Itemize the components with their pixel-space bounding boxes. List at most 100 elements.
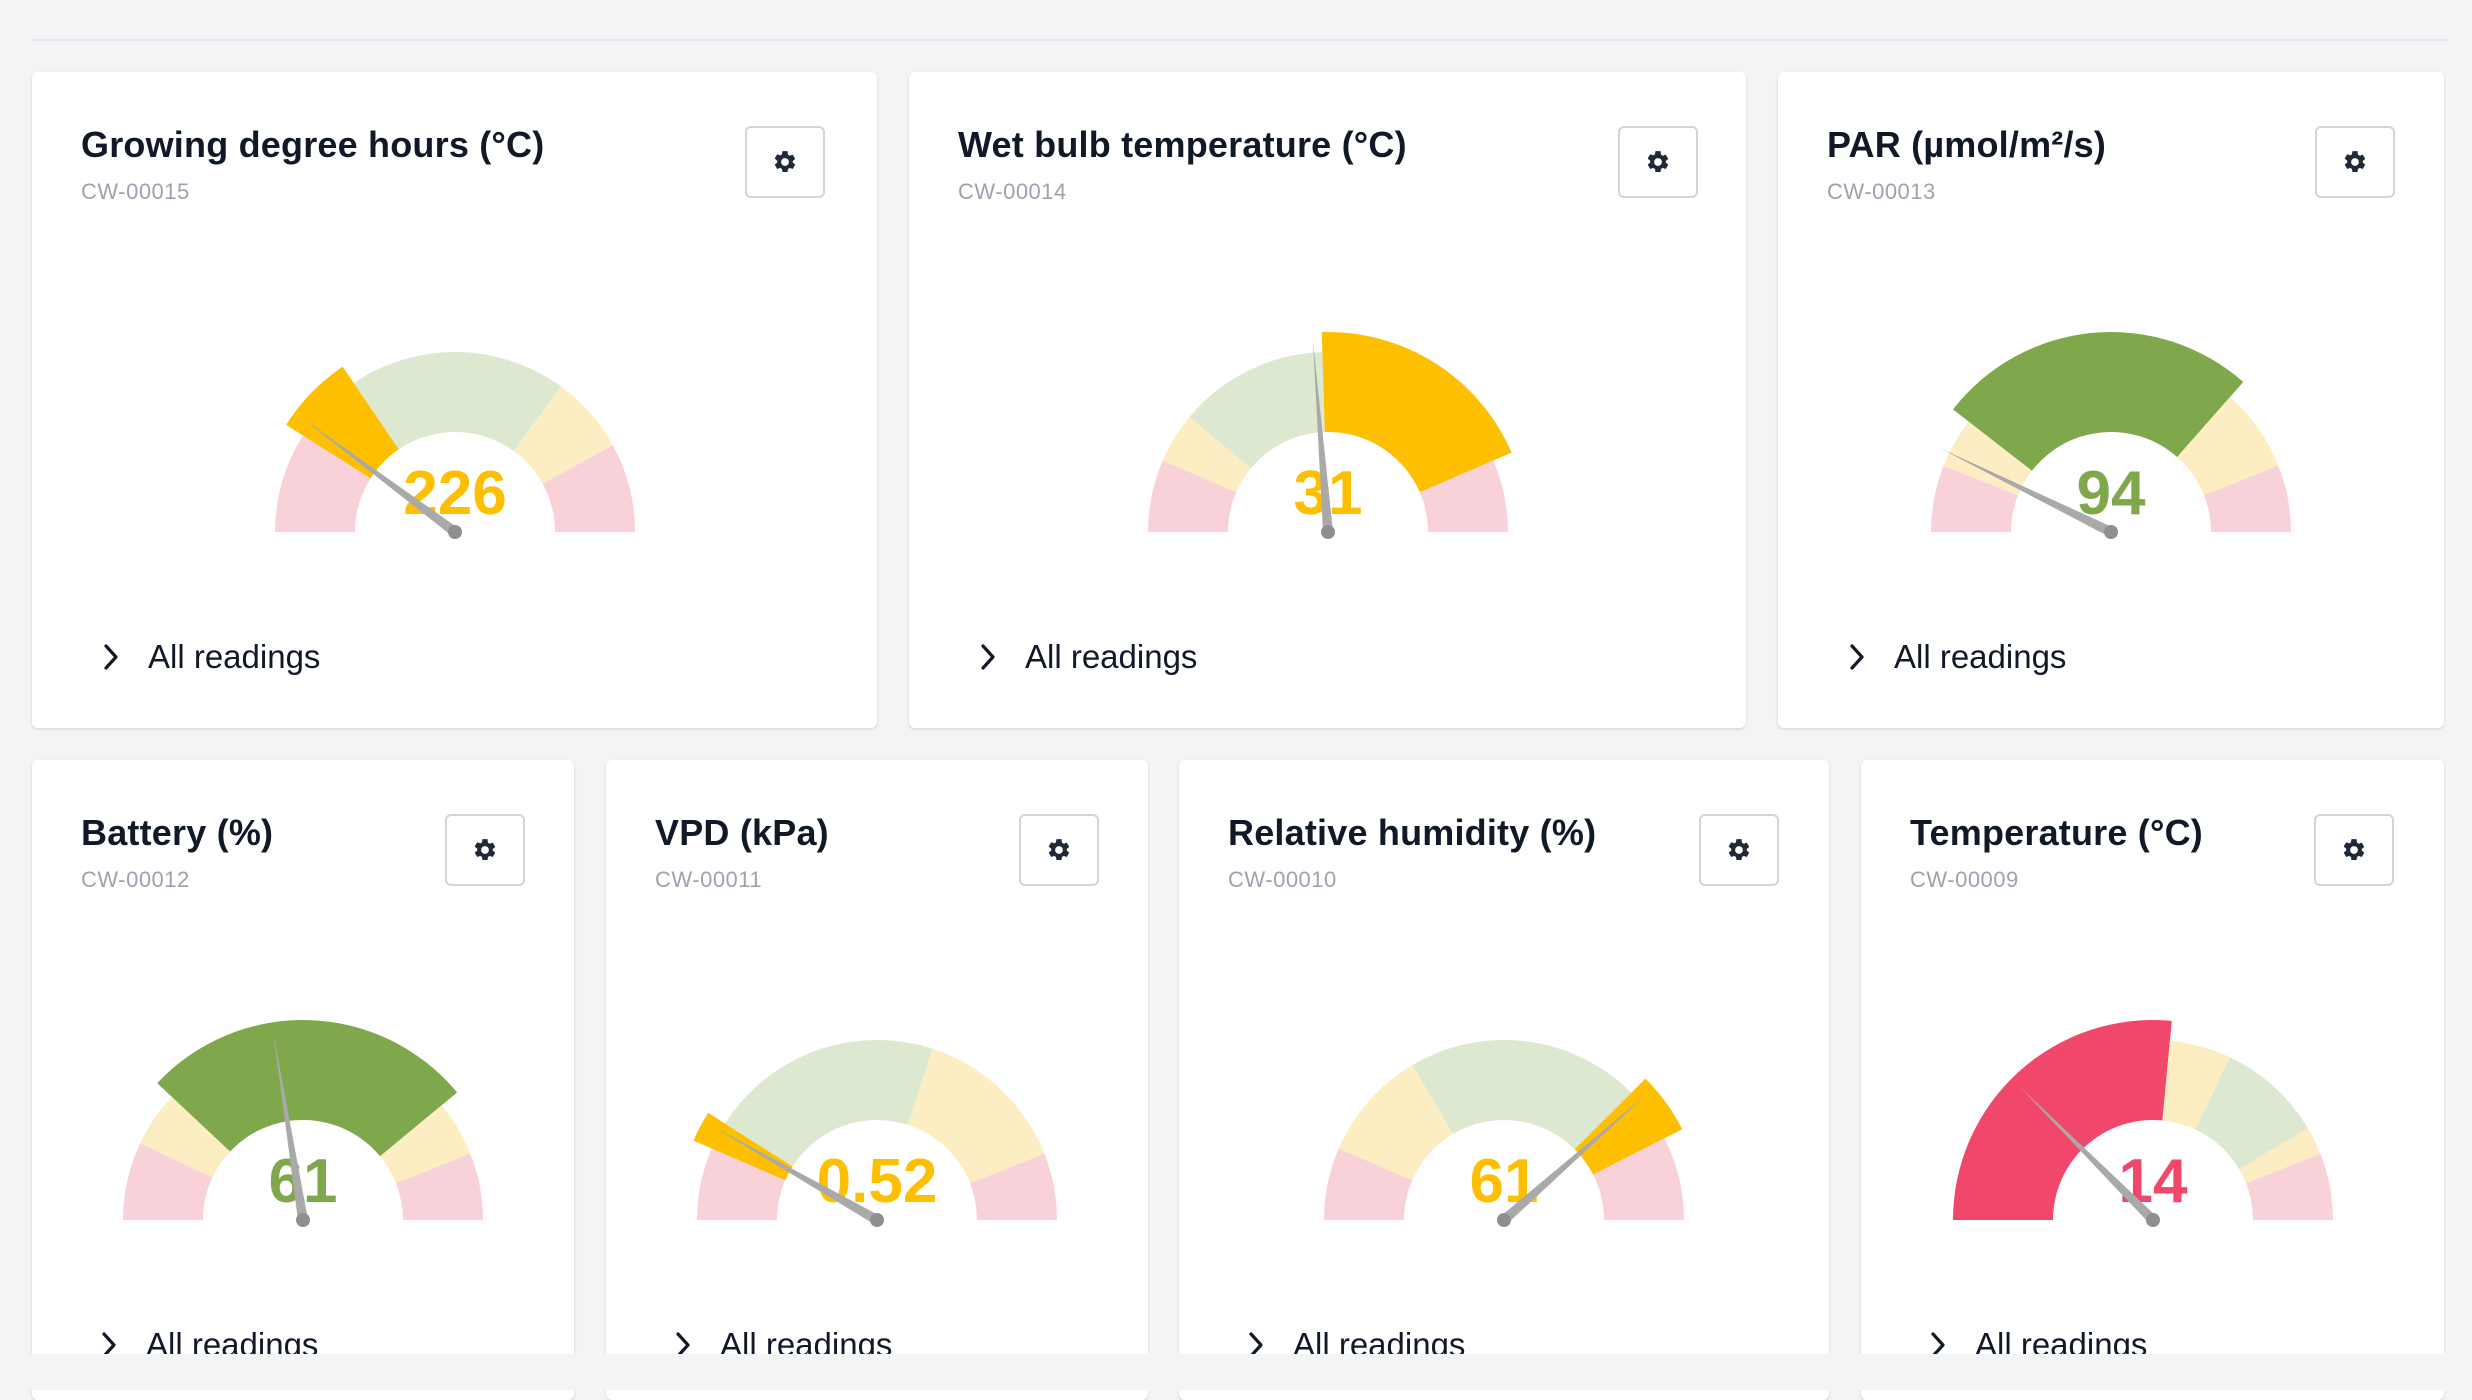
gauge-segment (725, 1040, 933, 1167)
card-title: Wet bulb temperature (°C) (958, 124, 1407, 165)
settings-button[interactable] (2314, 814, 2394, 886)
gauge-segment (697, 1148, 786, 1220)
card-title: Battery (%) (81, 812, 274, 853)
gauge-segment (1338, 1065, 1454, 1181)
card-title: Relative humidity (%) (1228, 812, 1597, 853)
gauge-chart: 14 (1952, 1020, 2333, 1227)
gear-icon (2343, 839, 2365, 861)
gauge-value: 14 (2118, 1147, 2187, 1216)
device-id: CW-00014 (958, 179, 1067, 204)
gauge-chart: 61 (123, 1020, 483, 1227)
gauge-card: Wet bulb temperature (°C) CW-00014 31 All r… (909, 72, 1746, 728)
top-divider (32, 39, 2448, 41)
chevron-right-icon (977, 642, 999, 672)
gauge-segment (1943, 421, 2032, 496)
gauge-segment (969, 1153, 1057, 1220)
gauge-segment (1162, 417, 1251, 493)
settings-button[interactable] (1699, 814, 1779, 886)
settings-button[interactable] (1618, 126, 1698, 198)
gauge-segment (353, 352, 561, 452)
gauge-segment (693, 1112, 793, 1181)
chevron-right-icon (672, 1330, 694, 1360)
card-title: Temperature (°C) (1910, 812, 2203, 853)
gauge-needle-hub (870, 1213, 884, 1227)
gauge-card: Battery (%) CW-00012 61 All readings (32, 760, 574, 1400)
gauge-needle (711, 1125, 880, 1225)
gauge-segment (2203, 465, 2291, 532)
gauge-segment (380, 1105, 471, 1184)
gauge-segment (2195, 1057, 2308, 1170)
gauge-segment (1321, 332, 1512, 493)
gauge-needle-hub (2104, 525, 2118, 539)
device-id: CW-00009 (1910, 867, 2019, 892)
gauge-segment (1147, 460, 1236, 532)
device-id: CW-00013 (1827, 179, 1936, 204)
gauge-segment (513, 386, 613, 484)
gauge-segment (285, 366, 399, 479)
gauge-segment (2238, 1128, 2320, 1184)
settings-button[interactable] (745, 126, 825, 198)
gauge-needle-hub (296, 1213, 310, 1227)
all-readings-link[interactable]: All readings (1846, 638, 2066, 676)
gauge-needle-hub (2145, 1213, 2160, 1227)
gauge-needle (1500, 1094, 1647, 1224)
gear-icon (1728, 839, 1750, 861)
chevron-right-icon (1846, 642, 1868, 672)
gauge-segment (1931, 465, 2019, 532)
gauge-chart: 0.52 (693, 1040, 1057, 1227)
gauge-card: Growing degree hours (°C) CW-00015 226 All … (32, 72, 877, 728)
device-id: CW-00015 (81, 179, 190, 204)
settings-button[interactable] (445, 814, 525, 886)
gear-icon (2344, 151, 2366, 173)
gauge-card: VPD (kPa) CW-00011 0.52 All readings (606, 760, 1148, 1400)
gauge-segment (395, 1153, 483, 1220)
all-readings-link[interactable]: All readings (977, 638, 1197, 676)
gauge-segment (1593, 1138, 1684, 1220)
gauge-card: PAR (µmol/m²/s) CW-00013 94 All readings (1778, 72, 2444, 728)
gear-icon (1048, 839, 1070, 861)
gauge-segment (123, 1143, 213, 1220)
gauge-needle (302, 418, 458, 537)
gauge-needle-hub (1320, 525, 1335, 539)
all-readings-label: All readings (1894, 638, 2067, 675)
gauge-chart: 94 (1931, 331, 2291, 539)
gauge-segment (1412, 1040, 1632, 1150)
card-title: PAR (µmol/m²/s) (1827, 124, 2107, 165)
gauge-card: Relative humidity (%) CW-00010 61 All readi… (1179, 760, 1829, 1400)
gear-icon (774, 151, 796, 173)
gauge-value: 226 (403, 459, 506, 528)
all-readings-label: All readings (1025, 638, 1198, 675)
device-id: CW-00012 (81, 867, 190, 892)
chevron-right-icon (1245, 1330, 1267, 1360)
gauge-card: Temperature (°C) CW-00009 14 All readings (1861, 760, 2444, 1400)
all-readings-label: All readings (148, 638, 321, 675)
gauge-needle-hub (447, 525, 462, 539)
chevron-right-icon (1927, 1330, 1949, 1360)
gauge-segment (274, 435, 371, 532)
gauge-segment (542, 445, 635, 532)
gauge-segment (2177, 396, 2279, 496)
all-readings-link[interactable]: All readings (100, 638, 320, 676)
gauge-needle-hub (1497, 1213, 1511, 1227)
gauge-segment (157, 1020, 458, 1157)
gauge-segment (2245, 1153, 2333, 1220)
device-id: CW-00010 (1228, 867, 1337, 892)
card-title: Growing degree hours (°C) (81, 124, 545, 165)
gear-icon (1647, 151, 1669, 173)
gauge-segment (1952, 331, 2244, 471)
gauge-segment (907, 1048, 1045, 1184)
gauge-segment (140, 1096, 231, 1178)
settings-button[interactable] (2315, 126, 2395, 198)
gauge-segment (1188, 352, 1325, 469)
gauge-segment (1952, 1020, 2172, 1220)
gauge-chart: 61 (1324, 1040, 1684, 1227)
gear-icon (474, 839, 496, 861)
gauge-chart: 31 (1147, 332, 1512, 539)
gauge-segment (2161, 1040, 2230, 1130)
gauge-value: 61 (1470, 1147, 1539, 1216)
settings-button[interactable] (1019, 814, 1099, 886)
gauge-needle (2018, 1085, 2157, 1224)
page-bottom-edge (0, 1354, 2472, 1390)
card-title: VPD (kPa) (655, 812, 829, 853)
gauge-needle (1312, 342, 1333, 533)
